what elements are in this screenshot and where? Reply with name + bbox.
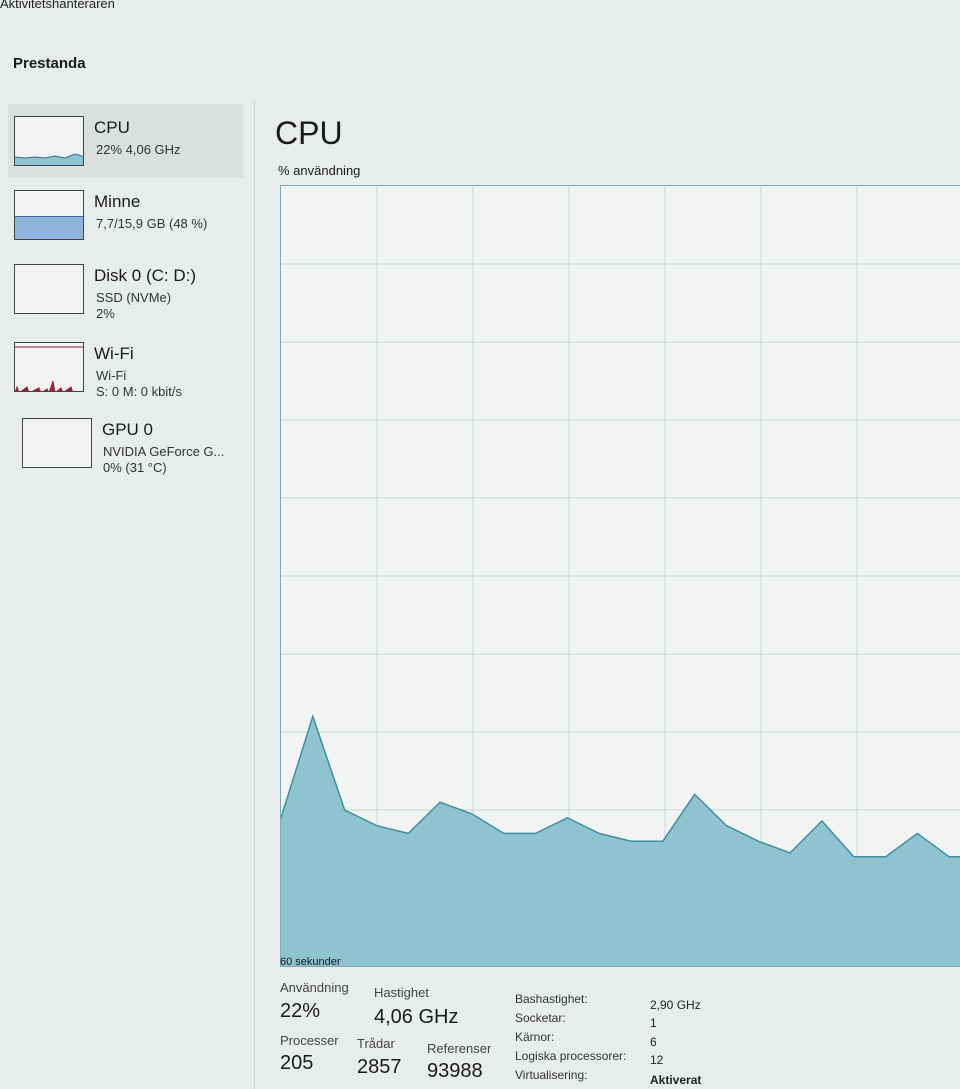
cpu-data-point: [885, 856, 887, 858]
cpu-data-point: [280, 817, 282, 819]
handles-value: 93988: [427, 1060, 483, 1082]
sidebar: CPU 22% 4,06 GHz Minne 7,7/15,9 GB (48 %…: [0, 100, 255, 1089]
sidebar-item-wifi[interactable]: Wi-Fi Wi-Fi S: 0 M: 0 kbit/s: [8, 330, 243, 404]
sidebar-item-gpu[interactable]: GPU 0 NVIDIA GeForce G... 0% (31 °C): [8, 406, 243, 480]
cpu-data-point: [948, 856, 950, 858]
main-panel: CPU % användning 60 sekunder Användning …: [270, 0, 960, 1089]
cpu-data-point: [853, 856, 855, 858]
processes-value: 205: [280, 1052, 314, 1074]
sidebar-item-detail: 0% (31 °C): [103, 460, 167, 475]
cpu-data-point: [503, 832, 505, 834]
sidebar-item-label: Disk 0 (C: D:): [94, 266, 196, 285]
usage-value: 22%: [280, 1000, 321, 1022]
cpu-data-point: [375, 825, 377, 827]
cpu-data-point: [694, 793, 696, 795]
memory-thumbnail-graph: [14, 190, 84, 240]
sidebar-item-detail: 22% 4,06 GHz: [96, 142, 181, 157]
spec-label: Logiska processorer:: [515, 1049, 627, 1063]
speed-value: 4,06 GHz: [374, 1006, 459, 1028]
cpu-data-point: [535, 832, 537, 834]
sidebar-item-detail: 7,7/15,9 GB (48 %): [96, 216, 208, 231]
cpu-data-point: [566, 817, 568, 819]
cpu-usage-graph: [280, 185, 960, 967]
graph-y-label: % användning: [278, 163, 361, 178]
sidebar-item-detail: S: 0 M: 0 kbit/s: [96, 384, 182, 399]
usage-label: Användning: [280, 980, 349, 995]
processes-label: Processer: [280, 1033, 339, 1048]
wifi-thumbnail-graph: [14, 342, 84, 392]
spec-value: 1: [650, 1016, 657, 1030]
disk-thumbnail-graph: [14, 264, 84, 314]
cpu-data-point: [757, 840, 759, 842]
cpu-graph-svg: [280, 186, 960, 966]
cpu-area: [281, 716, 960, 966]
sidebar-item-label: Wi-Fi: [94, 344, 134, 363]
spec-label: Socketar:: [515, 1011, 566, 1025]
threads-value: 2857: [357, 1056, 402, 1078]
cpu-data-point: [312, 715, 314, 717]
spec-label: Virtualisering:: [515, 1068, 588, 1082]
spec-value: Aktiverat: [650, 1073, 702, 1087]
sidebar-item-detail: SSD (NVMe): [96, 290, 172, 305]
gpu-thumbnail-graph: [22, 418, 92, 468]
spec-label: Bashastighet:: [515, 992, 588, 1006]
speed-label: Hastighet: [374, 985, 429, 1000]
cpu-data-point: [789, 852, 791, 854]
sidebar-item-memory[interactable]: Minne 7,7/15,9 GB (48 %): [8, 178, 243, 252]
handles-label: Referenser: [427, 1041, 492, 1056]
cpu-data-point: [662, 840, 664, 842]
cpu-data-point: [630, 840, 632, 842]
cpu-data-point: [344, 809, 346, 811]
sidebar-item-detail: 2%: [96, 306, 115, 321]
cpu-data-point: [725, 825, 727, 827]
spec-value: 12: [650, 1053, 664, 1067]
sidebar-item-detail: NVIDIA GeForce G...: [103, 444, 225, 459]
cpu-data-point: [439, 801, 441, 803]
sidebar-item-cpu[interactable]: CPU 22% 4,06 GHz: [8, 104, 243, 178]
sidebar-item-detail: Wi-Fi: [96, 368, 127, 383]
spec-value: 2,90 GHz: [650, 998, 701, 1012]
sidebar-item-disk[interactable]: Disk 0 (C: D:) SSD (NVMe) 2%: [8, 252, 243, 326]
cpu-data-point: [916, 832, 918, 834]
spec-value: 6: [650, 1035, 657, 1049]
cpu-data-point: [407, 832, 409, 834]
sidebar-item-label: Minne: [94, 192, 141, 211]
page-title: CPU: [275, 115, 343, 151]
window-title: Aktivitetshanteraren: [0, 0, 115, 11]
sidebar-item-label: CPU: [94, 118, 130, 137]
section-title: Prestanda: [13, 55, 86, 72]
cpu-data-point: [471, 813, 473, 815]
graph-x-label: 60 sekunder: [280, 956, 341, 968]
sidebar-item-label: GPU 0: [102, 420, 154, 439]
cpu-data-point: [598, 832, 600, 834]
cpu-thumbnail-graph: [14, 116, 84, 166]
threads-label: Trådar: [357, 1036, 395, 1051]
spec-label: Kärnor:: [515, 1030, 555, 1044]
cpu-data-point: [821, 820, 823, 822]
